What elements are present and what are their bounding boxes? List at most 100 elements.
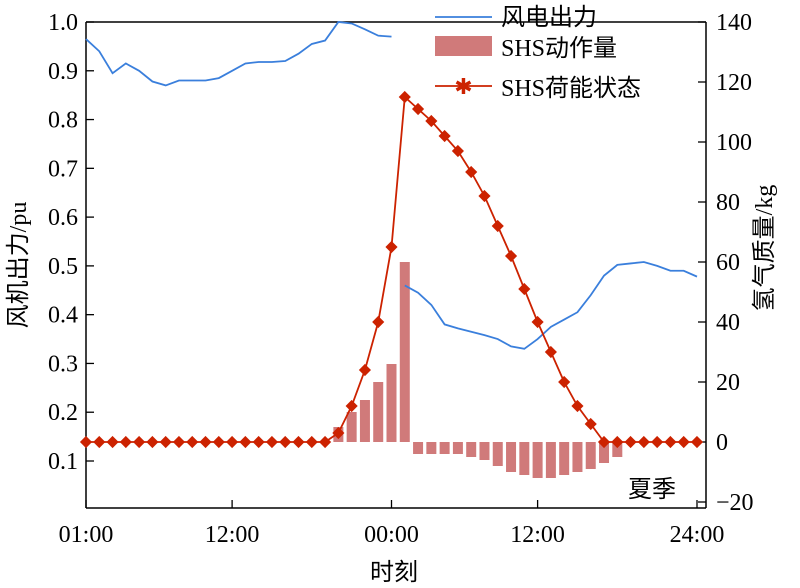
shs-soc-point — [106, 435, 119, 449]
left-axis-title: 风机出力/pu — [5, 202, 32, 329]
x-axis-title: 时刻 — [370, 559, 418, 586]
shs-action-bars — [333, 262, 623, 478]
season-annotation: 夏季 — [628, 476, 676, 503]
shs-soc-point — [504, 249, 518, 263]
left-tick-label: 1.0 — [48, 10, 78, 36]
right-tick-label: 0 — [716, 430, 728, 456]
left-tick-label: 0.7 — [48, 156, 78, 182]
shs-action-bar — [559, 442, 570, 475]
shs-soc-point — [611, 435, 624, 449]
shs-soc-point — [305, 435, 318, 449]
wind-power-series — [85, 21, 698, 350]
shs-soc-point — [226, 435, 239, 449]
right-tick-label: 140 — [716, 10, 752, 36]
shs-soc-point — [93, 435, 106, 449]
shs-soc-point — [358, 363, 372, 377]
left-tick-label: 0.1 — [48, 449, 78, 475]
shs-soc-point — [518, 282, 531, 296]
right-axis-ticks: −20 0 20 40 60 80 100 120 140 — [698, 10, 754, 516]
x-tick-label: 12:00 — [205, 522, 260, 548]
shs-soc-point — [172, 435, 186, 449]
right-tick-label: 20 — [716, 370, 740, 396]
shs-action-bar — [572, 442, 583, 472]
x-axis-ticks: 01:00 12:00 00:00 12:00 24:00 — [59, 500, 725, 548]
shs-soc-point — [558, 375, 571, 389]
left-tick-label: 0.5 — [48, 254, 78, 280]
shs-soc-point — [491, 219, 504, 233]
shs-action-bar — [346, 412, 357, 442]
shs-action-bar — [492, 442, 503, 466]
shs-action-bar — [452, 442, 463, 454]
shs-soc-point — [159, 435, 172, 449]
right-tick-label: 40 — [716, 310, 740, 336]
shs-soc-point — [544, 345, 557, 359]
shs-soc-point — [79, 435, 93, 449]
shs-soc-point — [411, 102, 425, 116]
legend-swatch-action — [435, 36, 492, 56]
right-tick-label: 80 — [716, 190, 740, 216]
right-tick-label: 60 — [716, 250, 740, 276]
left-tick-label: 0.3 — [48, 351, 78, 377]
wind-power-line — [85, 21, 392, 87]
shs-soc-point — [531, 315, 544, 329]
shs-soc-point — [677, 435, 690, 449]
shs-action-bar — [399, 262, 410, 442]
shs-soc-point — [252, 435, 265, 449]
shs-soc-point — [465, 165, 478, 179]
legend-label-wind: 风电出力 — [501, 4, 597, 31]
x-tick-label: 24:00 — [670, 522, 725, 548]
shs-action-bar — [612, 442, 623, 457]
shs-soc-point — [372, 315, 385, 329]
x-tick-label: 00:00 — [364, 522, 419, 548]
shs-soc-point — [265, 435, 279, 449]
shs-action-bar — [532, 442, 543, 478]
x-tick-label: 12:00 — [510, 522, 565, 548]
shs-soc-point — [624, 435, 637, 449]
shs-action-bar — [413, 442, 424, 454]
shs-soc-point — [451, 144, 464, 158]
left-tick-label: 0.2 — [48, 400, 78, 426]
right-tick-label: 120 — [716, 70, 752, 96]
shs-soc-point — [637, 435, 650, 449]
shs-action-bar — [545, 442, 556, 478]
shs-action-bar — [359, 400, 370, 442]
shs-soc-point — [279, 435, 292, 449]
shs-action-bar — [519, 442, 530, 475]
shs-action-bar — [585, 442, 596, 469]
shs-action-bar — [506, 442, 517, 472]
left-tick-label: 0.4 — [48, 303, 78, 329]
shs-soc-point — [651, 435, 664, 449]
shs-soc-point — [212, 435, 225, 449]
shs-soc-point — [690, 435, 704, 449]
shs-soc-point — [425, 114, 438, 128]
right-axis-title: 氢气质量/kg — [751, 185, 778, 312]
shs-soc-point — [119, 435, 132, 449]
shs-action-bar — [426, 442, 437, 454]
shs-soc-point — [292, 435, 305, 449]
left-axis-ticks: 0.1 0.2 0.3 0.4 0.5 0.6 0.7 0.8 0.9 1.0 — [48, 10, 94, 475]
shs-soc-point — [199, 435, 212, 449]
shs-soc-point — [186, 435, 199, 449]
shs-soc-point — [385, 240, 398, 254]
shs-soc-point — [597, 435, 611, 449]
plot-area — [85, 21, 707, 509]
legend-label-soc: SHS荷能状态 — [501, 75, 641, 102]
right-tick-label: −20 — [716, 490, 754, 516]
shs-action-bar — [599, 442, 610, 463]
left-tick-label: 0.6 — [48, 205, 78, 231]
shs-action-bar — [439, 442, 450, 454]
shs-action-bar — [373, 382, 384, 442]
shs-soc-point — [438, 129, 451, 143]
shs-soc-point — [571, 399, 584, 413]
x-tick-label: 01:00 — [59, 522, 114, 548]
shs-soc-series — [79, 90, 704, 449]
shs-soc-point — [319, 435, 332, 449]
legend-label-action: SHS动作量 — [501, 35, 617, 62]
shs-action-bar — [386, 364, 397, 442]
shs-soc-point — [398, 90, 411, 104]
shs-soc-point — [478, 189, 491, 203]
shs-action-bar — [479, 442, 490, 460]
shs-action-bar — [466, 442, 477, 457]
legend: 风电出力 SHS动作量 ✱ SHS荷能状态 — [435, 4, 641, 102]
left-tick-label: 0.8 — [48, 108, 78, 134]
